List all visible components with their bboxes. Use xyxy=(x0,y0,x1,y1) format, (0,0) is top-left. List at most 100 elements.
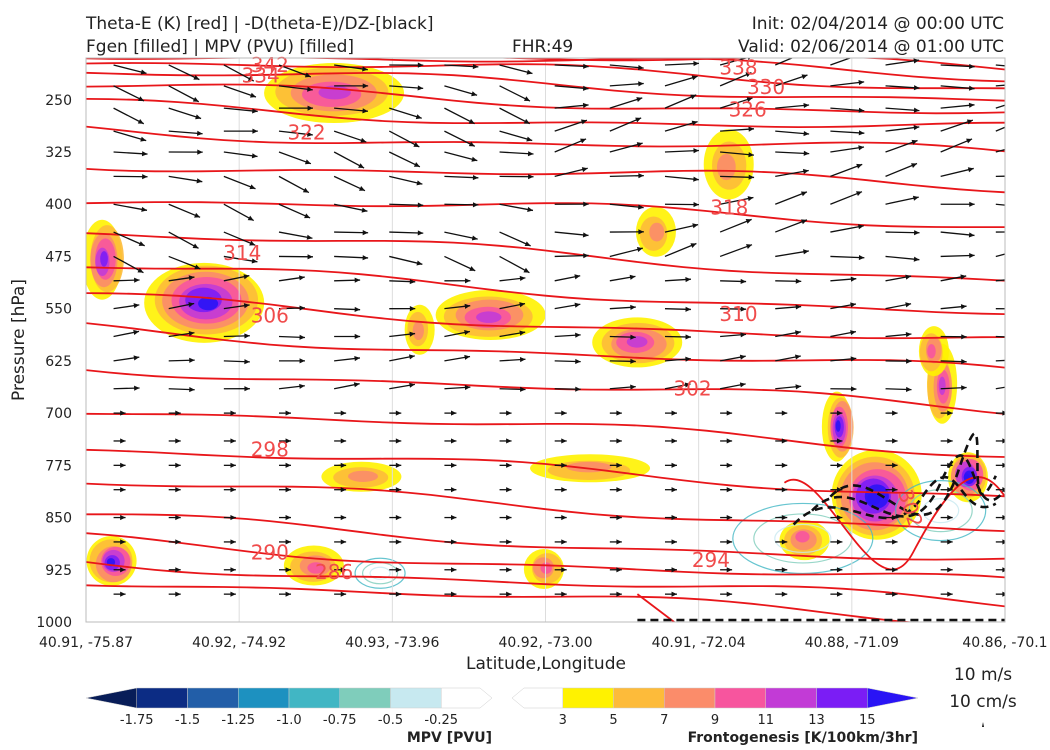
wind-vector-head-2-3 xyxy=(307,105,313,111)
wind-vector-head-17-12 xyxy=(781,487,788,493)
wind-vector-head-5-7 xyxy=(528,174,534,180)
wind-vector-head-9-0 xyxy=(134,277,140,283)
wind-vector-head-2-15 xyxy=(968,102,975,108)
wind-vector-head-21-9 xyxy=(616,591,622,597)
theta-e-label-302: 302 xyxy=(673,377,711,401)
wind-vector-head-6-10 xyxy=(693,202,699,208)
wind-vector-8-1 xyxy=(168,255,201,270)
wind-vector-head-13-6 xyxy=(464,384,471,391)
wind-vector-head-13-5 xyxy=(409,382,415,388)
wind-vector-6-4 xyxy=(333,203,368,212)
wind-vector-4-10 xyxy=(664,149,699,153)
wind-vector-head-3-7 xyxy=(526,136,533,142)
wind-vector-head-6-14 xyxy=(912,195,919,201)
wind-vector-head-17-11 xyxy=(726,487,733,493)
wind-vector-1-7 xyxy=(499,85,531,102)
wind-vector-head-1-15 xyxy=(968,85,975,91)
wind-vector-head-1-9 xyxy=(638,81,644,87)
wind-vector-4-7 xyxy=(499,151,534,155)
wind-vector-head-13-13 xyxy=(850,386,857,392)
wind-vector-0-2 xyxy=(223,64,255,82)
fgen-fill-14-3 xyxy=(307,562,325,574)
wind-vector-5-16 xyxy=(995,175,1005,178)
wind-vector-head-12-8 xyxy=(575,358,581,365)
wind-vector-7-8 xyxy=(554,231,589,237)
wind-vector-7-5 xyxy=(389,231,424,234)
wind-vector-head-10-3 xyxy=(299,305,305,311)
wind-vector-head-18-10 xyxy=(671,514,677,521)
y-axis: 250 325 400 475 550 625 700 775 850 925 1000 xyxy=(36,93,72,631)
cb-fgen-swatch-6 xyxy=(816,687,868,709)
wind-vector-8-11 xyxy=(719,244,753,258)
wind-vector-head-15-11 xyxy=(726,438,733,444)
cb-mpv-swatch-0 xyxy=(85,687,137,709)
wind-vector-head-4-15 xyxy=(966,138,973,144)
wind-vector-4-5 xyxy=(388,151,421,168)
wind-vector-head-3-8 xyxy=(580,119,587,125)
wind-vector-6-9 xyxy=(609,203,644,209)
wind-vector-6-11 xyxy=(719,196,754,205)
fgen-fill-4-4 xyxy=(626,336,648,348)
wind-vector-3-0 xyxy=(113,130,147,142)
wind-vector-head-1-12 xyxy=(801,74,808,80)
wind-vector-head-1-7 xyxy=(523,96,530,102)
wind-vector-head-21-5 xyxy=(395,591,402,597)
wind-vector-head-7-16 xyxy=(1024,229,1029,234)
wind-vector-head-3-1 xyxy=(196,130,203,136)
wind-vector-head-7-10 xyxy=(692,223,699,229)
wind-vector-head-14-1 xyxy=(175,410,181,416)
wind-vector-head-12-3 xyxy=(299,358,305,364)
wind-vector-13-16 xyxy=(995,386,1005,390)
wind-vector-head-4-5 xyxy=(413,162,420,167)
wind-vector-5-2 xyxy=(223,175,256,190)
wind-vector-head-8-16 xyxy=(1023,247,1029,252)
wind-vector-head-19-8 xyxy=(561,539,567,545)
wind-vector-head-1-10 xyxy=(691,75,698,81)
wind-vector-head-3-2 xyxy=(252,128,258,134)
theta-e-label-290: 290 xyxy=(251,540,289,564)
wind-vector-head-21-12 xyxy=(781,591,788,597)
wind-vector-head-9-2 xyxy=(243,274,250,280)
wind-vector-head-16-10 xyxy=(671,462,677,468)
wind-vector-head-18-7 xyxy=(506,514,512,521)
wind-vector-7-15 xyxy=(940,231,975,237)
x-tick-5: 40.88, -71.09 xyxy=(805,635,899,651)
wind-vector-head-1-6 xyxy=(471,91,478,97)
wind-vector-head-8-8 xyxy=(583,253,589,259)
wind-vector-2-5 xyxy=(389,107,422,119)
theta-e-line-2 xyxy=(86,62,1005,90)
wind-vector-head-1-14 xyxy=(913,85,920,91)
fgen-fill-17-3 xyxy=(795,531,810,543)
wind-vector-head-18-12 xyxy=(781,514,788,521)
wind-vector-1-8 xyxy=(554,85,589,90)
wind-vector-head-18-15 xyxy=(947,514,953,521)
wind-vector-head-7-7 xyxy=(524,241,531,247)
wind-vector-head-0-7 xyxy=(526,69,533,75)
wind-vector-6-1 xyxy=(168,203,201,218)
wind-vector-head-4-9 xyxy=(636,142,643,148)
wind-vector-head-18-16 xyxy=(1002,514,1005,521)
wind-vector-head-4-4 xyxy=(358,163,365,169)
wind-vector-head-18-2 xyxy=(230,514,236,521)
fgen-fill-16-3 xyxy=(927,344,936,359)
wind-vector-head-15-4 xyxy=(340,438,347,444)
wind-vector-head-1-3 xyxy=(307,86,313,92)
wind-vector-head-9-6 xyxy=(464,278,471,284)
wind-vector-head-3-12 xyxy=(803,131,810,137)
wind-vector-4-12 xyxy=(775,151,810,155)
wind-vector-head-10-6 xyxy=(464,303,471,309)
wind-vector-head-13-11 xyxy=(739,382,746,388)
wind-vector-head-14-0 xyxy=(120,410,126,416)
wind-vector-7-13 xyxy=(830,225,864,233)
wind-vector-head-19-3 xyxy=(285,539,291,545)
theta-e-line-11 xyxy=(86,292,1005,340)
wind-vector-head-15-12 xyxy=(781,438,788,444)
wind-vector-head-16-8 xyxy=(561,462,567,468)
wind-vector-1-14 xyxy=(885,85,920,89)
wind-vector-head-12-15 xyxy=(961,359,967,365)
wind-vector-head-21-1 xyxy=(175,591,181,597)
wind-vector-head-16-3 xyxy=(285,462,291,468)
wind-vector-4-9 xyxy=(609,142,643,153)
wind-vector-head-15-9 xyxy=(616,438,622,444)
y-tick-625: 625 xyxy=(45,354,72,370)
